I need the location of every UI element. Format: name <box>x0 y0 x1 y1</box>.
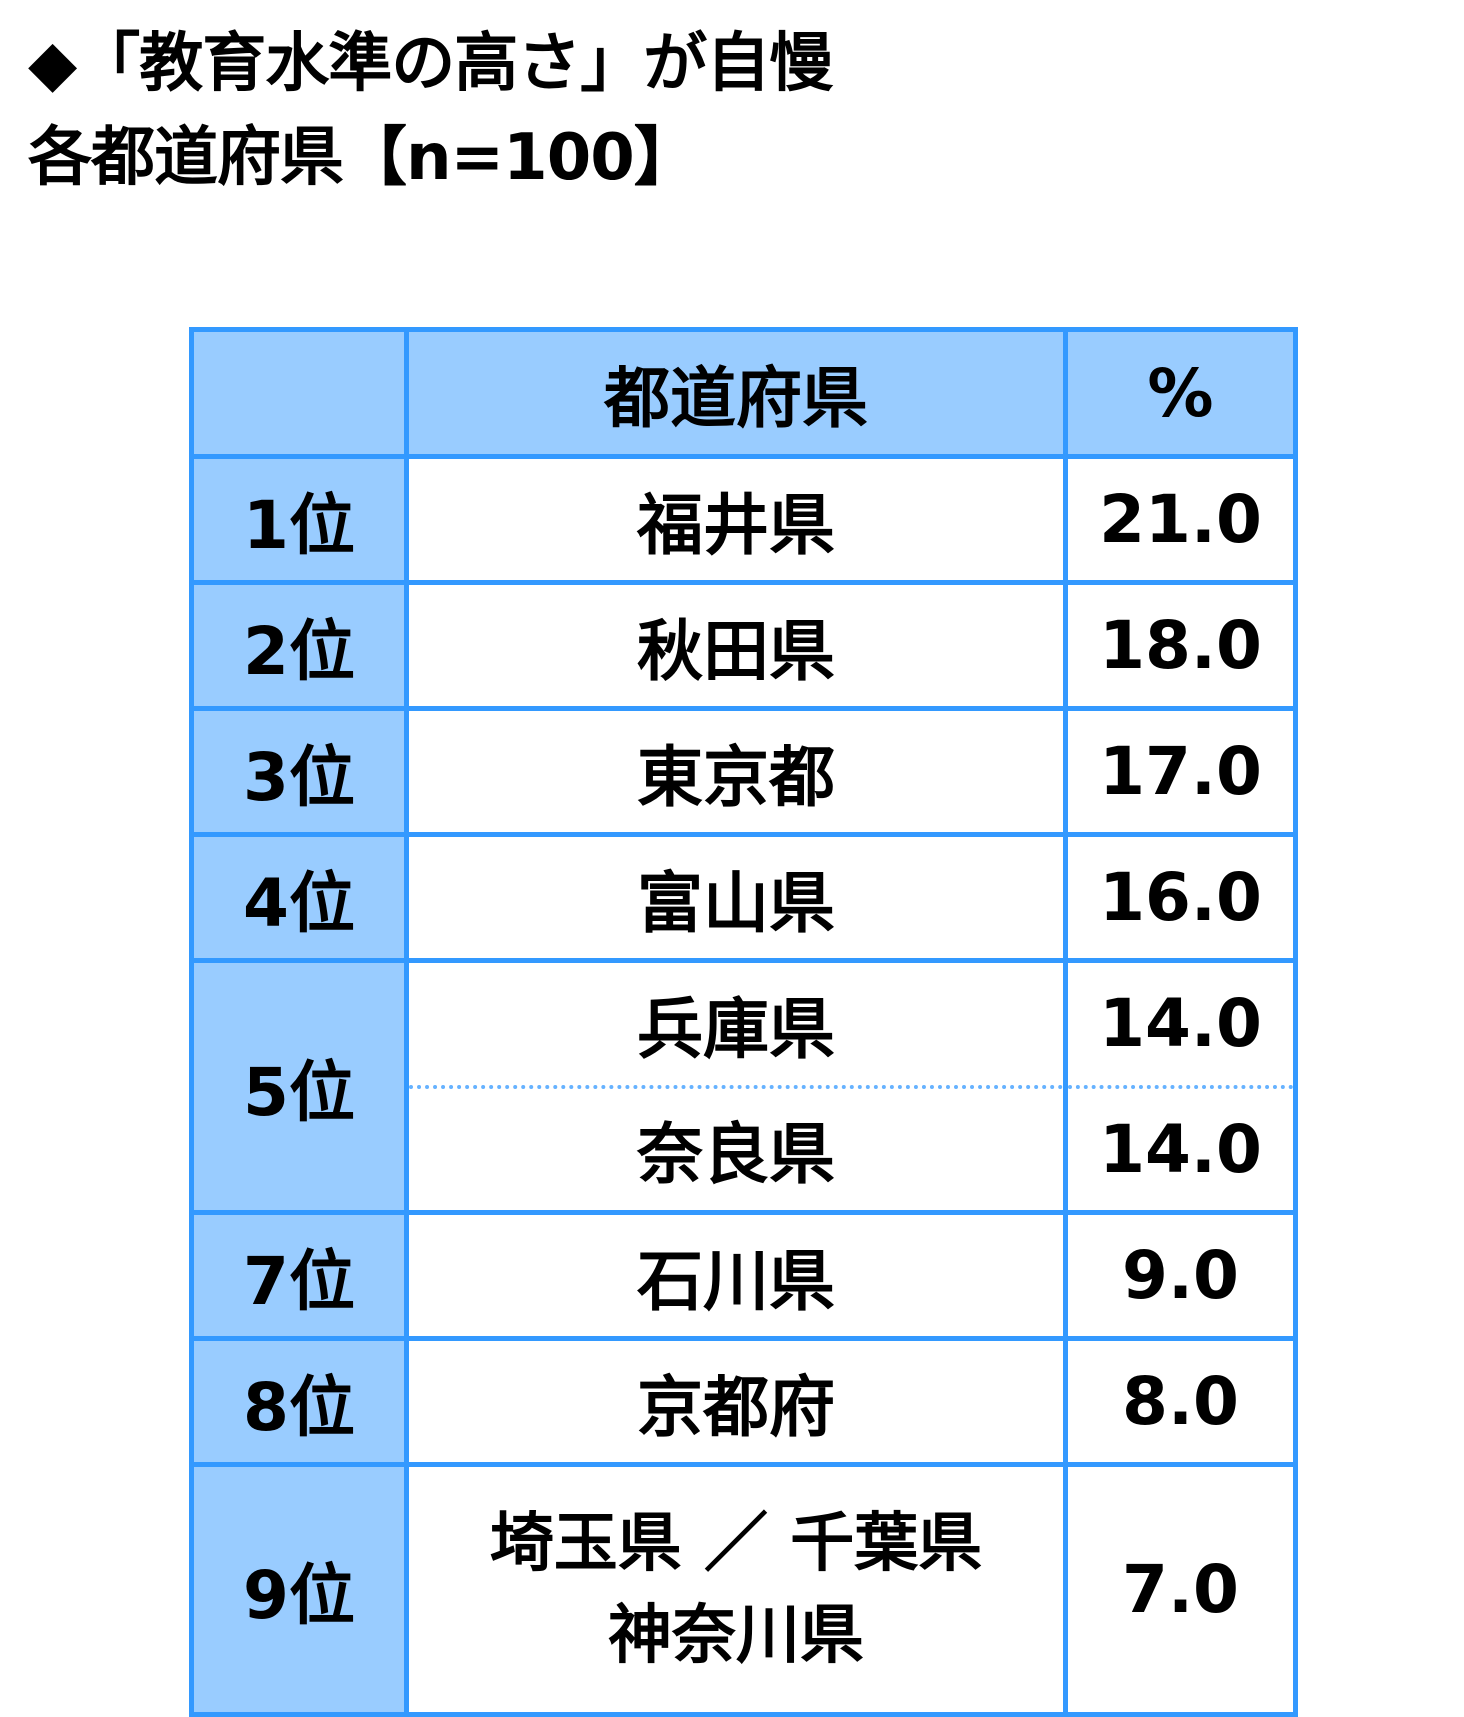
rank-cell: 5位 <box>189 958 409 1215</box>
prefecture-cell: 石川県 <box>404 1210 1068 1341</box>
rank-cell: 1位 <box>189 454 409 585</box>
rank-cell: 3位 <box>189 706 409 837</box>
prefecture-cell: 富山県 <box>404 832 1068 963</box>
table-row: 8位 京都府 8.0 <box>189 1336 1298 1467</box>
prefecture-cell: 福井県 <box>404 454 1068 585</box>
rank-cell: 4位 <box>189 832 409 963</box>
prefecture-cell: 秋田県 <box>404 580 1068 711</box>
percent-cell: 18.0 <box>1063 580 1298 711</box>
table-row: 9位 埼玉県 ／ 千葉県 神奈川県 7.0 <box>189 1462 1298 1717</box>
table-row: 5位 兵庫県 14.0 <box>189 958 1298 1215</box>
prefecture-cell: 兵庫県 <box>404 958 1068 1089</box>
prefecture-line: 埼玉県 ／ 千葉県 <box>489 1506 983 1581</box>
header-row: 都道府県 % <box>189 327 1298 459</box>
percent-cell: 21.0 <box>1063 454 1298 585</box>
prefecture-cell: 埼玉県 ／ 千葉県 神奈川県 <box>404 1462 1068 1717</box>
table-row: 2位 秋田県 18.0 <box>189 580 1298 711</box>
title-line-1: ◆「教育水準の高さ」が自慢 <box>28 27 833 101</box>
rank-cell: 9位 <box>189 1462 409 1717</box>
header-percent: % <box>1063 327 1298 459</box>
table-row: 7位 石川県 9.0 <box>189 1210 1298 1341</box>
rank-cell: 2位 <box>189 580 409 711</box>
percent-cell: 7.0 <box>1063 1462 1298 1717</box>
rank-cell: 7位 <box>189 1210 409 1341</box>
prefecture-line: 神奈川県 <box>608 1598 864 1673</box>
ranking-table: 都道府県 % 1位 福井県 21.0 2位 秋田県 18.0 3位 東京都 17… <box>189 327 1298 1717</box>
table-row: 4位 富山県 16.0 <box>189 832 1298 963</box>
prefecture-cell: 奈良県 <box>404 1084 1068 1215</box>
percent-cell: 16.0 <box>1063 832 1298 963</box>
percent-cell: 17.0 <box>1063 706 1298 837</box>
header-rank <box>189 327 409 459</box>
title-line-2: 各都道府県【n=100】 <box>28 121 698 195</box>
percent-cell: 9.0 <box>1063 1210 1298 1341</box>
rank-cell: 8位 <box>189 1336 409 1467</box>
percent-cell: 14.0 <box>1063 958 1298 1089</box>
header-prefecture: 都道府県 <box>404 327 1068 459</box>
prefecture-cell: 東京都 <box>404 706 1068 837</box>
table-row: 奈良県 14.0 <box>192 1084 1298 1215</box>
table-row: 3位 東京都 17.0 <box>189 706 1298 837</box>
table-row: 1位 福井県 21.0 <box>189 454 1298 585</box>
percent-cell: 8.0 <box>1063 1336 1298 1467</box>
percent-cell: 14.0 <box>1063 1084 1298 1215</box>
prefecture-cell: 京都府 <box>404 1336 1068 1467</box>
